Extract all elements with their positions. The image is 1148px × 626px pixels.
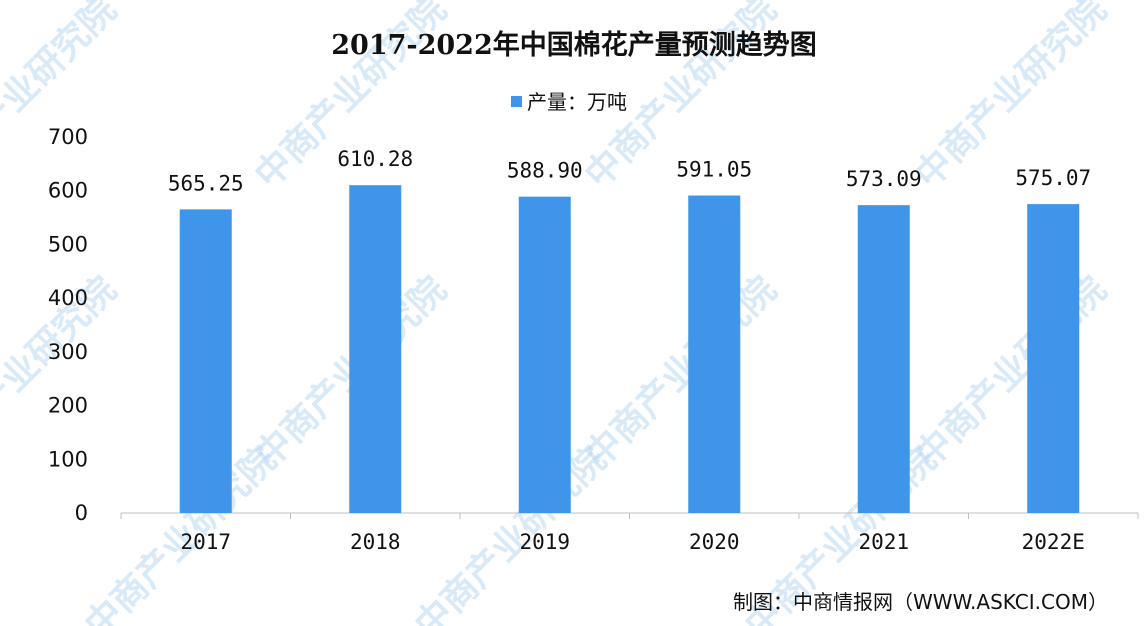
data-labels: 565.25 610.28 588.90 591.05 573.09 575.07 (168, 147, 1091, 195)
legend-swatch (511, 96, 522, 107)
y-tick-label: 700 (48, 125, 88, 149)
data-label: 573.09 (846, 167, 922, 191)
x-axis-labels: 2017 2018 2019 2020 2021 2022E (180, 530, 1084, 554)
watermark-text: 中商产业研究院 (407, 439, 614, 626)
watermark-text: 中商产业研究院 (577, 269, 784, 476)
x-axis-ticks (120, 513, 1139, 519)
bar (857, 205, 910, 513)
x-tick-label: 2020 (689, 530, 740, 554)
data-label: 591.05 (676, 158, 752, 182)
data-label: 575.07 (1015, 166, 1091, 190)
bar (179, 209, 232, 513)
x-tick-label: 2019 (519, 530, 570, 554)
x-tick-label: 2022E (1022, 530, 1085, 554)
data-label: 588.90 (507, 159, 583, 183)
data-label: 610.28 (337, 147, 413, 171)
y-tick-label: 400 (48, 286, 88, 310)
y-tick-label: 100 (48, 447, 88, 471)
bars (179, 185, 1080, 514)
x-tick-label: 2018 (350, 530, 401, 554)
x-tick-label: 2017 (180, 530, 231, 554)
legend: 产量：万吨 (511, 90, 627, 114)
legend-label: 产量：万吨 (527, 90, 627, 114)
chart-title: 2017-2022年中国棉花产量预测趋势图 (331, 29, 817, 61)
y-tick-label: 200 (48, 394, 88, 418)
data-label: 565.25 (168, 171, 244, 195)
watermark-text: 中商产业研究院 (907, 269, 1114, 476)
bar (688, 195, 741, 513)
bar (349, 185, 402, 514)
y-tick-label: 0 (75, 501, 88, 525)
y-tick-label: 300 (48, 340, 88, 364)
y-tick-label: 500 (48, 232, 88, 256)
bar (1027, 204, 1080, 513)
watermark-text: 中商产业研究院 (0, 0, 125, 196)
x-tick-label: 2021 (858, 530, 909, 554)
bar (518, 196, 571, 513)
source-credit: 制图：中商情报网（WWW.ASKCI.COM） (733, 590, 1108, 614)
y-tick-label: 600 (48, 179, 88, 203)
y-axis: 0 100 200 300 400 500 600 700 (48, 125, 88, 525)
